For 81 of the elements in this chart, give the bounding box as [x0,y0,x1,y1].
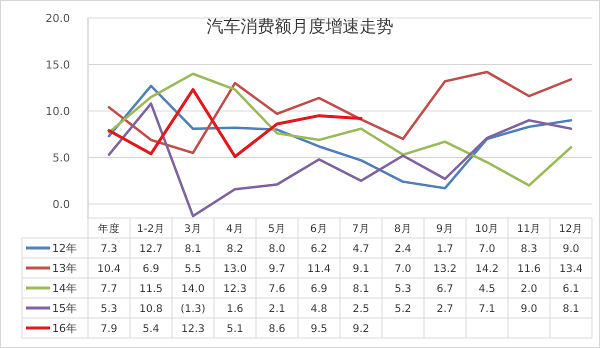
data-label: 7.7 [100,283,118,295]
x-tick-label: 5月 [268,223,286,235]
data-label: 6.9 [142,263,160,275]
data-label: 13.0 [223,263,247,275]
data-label: 11.4 [307,263,332,275]
data-label: 14.0 [181,283,205,295]
y-tick-label: 10.0 [46,105,70,118]
data-label: 8.3 [520,243,538,255]
data-label: 11.5 [139,283,163,295]
line-series [108,88,362,158]
y-tick-label: 20.0 [46,12,70,25]
data-label: 5.5 [184,263,202,275]
x-tick-label: 1-2月 [136,223,166,235]
data-label: 13.4 [559,263,584,275]
data-label: 8.1 [562,303,580,315]
data-label: 7.3 [100,243,118,255]
data-label: 12.3 [181,323,205,335]
data-label: 7.0 [478,243,496,255]
data-label: 8.1 [184,243,202,255]
line-series [108,102,572,218]
legend-label: 16年 [52,322,77,335]
data-label: 14.2 [475,263,499,275]
data-label: 13.2 [433,263,457,275]
legend-label: 14年 [52,282,77,295]
data-label: 9.5 [310,323,328,335]
data-label: 2.0 [520,283,538,295]
x-tick-label: 6月 [310,223,328,235]
data-label: 7.9 [100,323,118,335]
data-label: 12.7 [139,243,163,255]
data-label: 5.1 [226,323,244,335]
x-tick-label: 4月 [226,223,244,235]
data-label: 5.2 [394,303,412,315]
data-label: 4.5 [478,283,496,295]
x-tick-label: 9月 [436,223,454,235]
line-series [108,70,572,154]
data-label: 4.7 [352,243,370,255]
legend-label: 15年 [52,302,77,315]
x-tick-label: 年度 [98,222,120,235]
x-tick-label: 8月 [394,223,412,235]
y-tick-label: 15.0 [46,58,70,72]
data-label: 4.8 [310,303,328,315]
x-tick-label: 12月 [558,223,584,235]
data-label: 9.7 [268,263,286,275]
y-tick-label: 5.0 [52,152,70,165]
data-label: 6.1 [562,283,580,295]
data-label: 11.6 [517,263,542,275]
data-label: 7.0 [394,263,412,275]
data-label: 2.4 [394,243,412,255]
x-tick-label: 7月 [352,223,370,235]
data-label: 9.0 [520,303,538,315]
data-label: 12.3 [223,283,247,295]
data-label: 5.4 [142,323,160,335]
data-label: 2.7 [436,303,454,315]
data-label: 7.1 [478,303,496,315]
data-label: 10.8 [139,303,163,315]
data-label: 6.7 [436,283,454,295]
x-tick-label: 11月 [516,223,542,235]
x-tick-label: 10月 [474,223,500,235]
data-label: 2.5 [352,303,370,315]
data-label: 6.9 [310,283,328,295]
data-label: 1.7 [436,243,454,255]
chart-title: 汽车消费额月度增速走势 [206,17,394,37]
data-label: 8.1 [352,283,370,295]
data-label: 5.3 [394,283,412,295]
legend-label: 13年 [52,262,77,275]
data-label: 10.4 [97,263,122,275]
data-label: 8.0 [268,243,286,255]
data-label: 1.6 [226,303,244,315]
data-label: 5.3 [100,303,118,315]
data-label: 8.2 [226,243,244,255]
x-tick-label: 3月 [184,223,202,235]
data-label: 8.6 [268,323,286,335]
data-label: 6.2 [310,243,328,255]
data-label: 9.2 [352,323,370,335]
data-label: (1.3) [180,303,206,315]
legend-label: 12年 [52,242,77,255]
data-label: 2.1 [268,303,286,315]
data-label: 9.0 [562,243,580,255]
data-label: 9.1 [352,263,370,275]
y-tick-label: 0.0 [52,198,70,212]
data-label: 7.6 [268,283,286,295]
